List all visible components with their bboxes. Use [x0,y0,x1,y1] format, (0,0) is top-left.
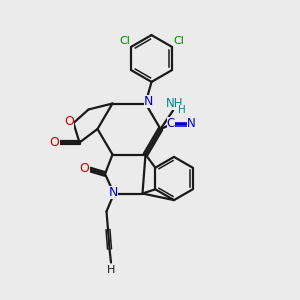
Text: Cl: Cl [173,36,184,46]
Text: H: H [107,265,115,275]
Text: O: O [80,161,89,175]
Text: C: C [167,117,175,130]
Text: Cl: Cl [119,36,130,46]
Text: N: N [144,95,153,108]
Text: N: N [187,117,196,130]
Text: NH: NH [166,97,183,110]
Text: O: O [50,136,59,149]
Text: O: O [64,115,74,128]
Text: H: H [178,105,186,115]
Text: N: N [109,186,118,199]
